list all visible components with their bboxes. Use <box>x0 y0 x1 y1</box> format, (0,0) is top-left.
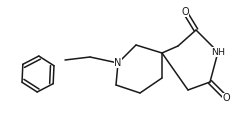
Text: NH: NH <box>211 47 225 57</box>
Text: O: O <box>181 7 189 17</box>
Text: O: O <box>222 93 230 103</box>
Text: N: N <box>114 58 122 68</box>
